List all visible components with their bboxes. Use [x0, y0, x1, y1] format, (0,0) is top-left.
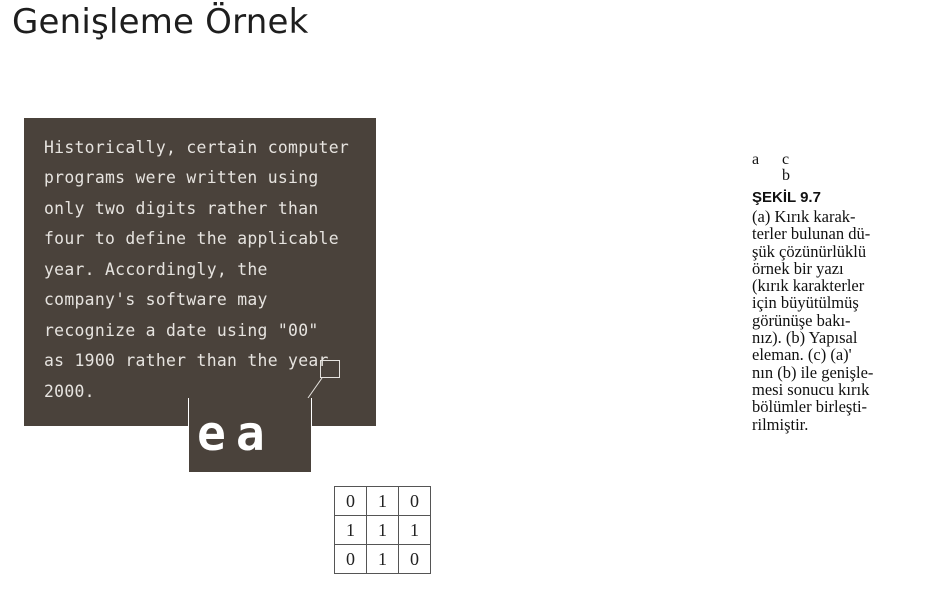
caption-line: nız). (b) Yapısal [752, 328, 858, 348]
caption-line: için büyütülmüş [752, 293, 859, 313]
caption-line: şük çözünürlüklü [752, 241, 867, 261]
magnified-characters-inset: ea [188, 398, 312, 472]
sample-text-line: 2000. [44, 382, 95, 401]
magnified-glyphs: ea [197, 406, 275, 462]
table-cell: 0 [334, 486, 367, 516]
caption-line: rilmiştir. [752, 414, 809, 434]
sample-text-image: Historically, certain computer programs … [24, 118, 376, 426]
sample-text-line: year. Accordingly, the [44, 260, 268, 279]
caption-line: (kırık karakterler [752, 276, 865, 296]
table-cell: 1 [366, 544, 399, 574]
table-cell: 1 [366, 486, 399, 516]
panel-letter-b: b [782, 167, 790, 184]
sample-text-line: only two digits rather than [44, 199, 319, 218]
table-row: 0 1 0 [334, 486, 431, 516]
caption-line: görünüşe bakı- [752, 310, 851, 330]
sample-text-line: company's software may [44, 290, 268, 309]
figure-caption: a c b ŞEKİL 9.7 (a) Kırık karak- terler b… [752, 152, 930, 433]
caption-line: terler bulunan dü- [752, 224, 871, 244]
table-cell: 1 [334, 515, 367, 545]
sample-text-line: Historically, certain computer [44, 138, 350, 157]
panel-letter-c: c [782, 151, 790, 168]
sample-text-line: as 1900 rather than the year [44, 351, 329, 370]
caption-line: bölümler birleşti- [752, 397, 868, 417]
sample-text-line: programs were written using [44, 168, 319, 187]
table-cell: 0 [398, 544, 431, 574]
panel-letter-a: a [752, 151, 760, 168]
zoom-target-box [320, 360, 340, 378]
sample-text-line: recognize a date using "00" [44, 321, 319, 340]
table-row: 0 1 0 [334, 544, 431, 574]
caption-line: mesi sonucu kırık [752, 379, 870, 399]
table-row: 1 1 1 [334, 515, 431, 545]
slide-title: Genişleme Örnek [12, 2, 309, 42]
table-cell: 1 [366, 515, 399, 545]
sample-text-line: four to define the applicable [44, 229, 339, 248]
caption-line: örnek bir yazı [752, 258, 844, 278]
table-cell: 1 [398, 515, 431, 545]
caption-line: eleman. (c) (a)' [752, 345, 852, 365]
table-cell: 0 [398, 486, 431, 516]
structuring-element-table: 0 1 0 1 1 1 0 1 0 [334, 486, 431, 574]
table-cell: 0 [334, 544, 367, 574]
caption-line: nın (b) ile genişle- [752, 362, 874, 382]
figure-label: ŞEKİL 9.7 [752, 189, 821, 206]
caption-line: (a) Kırık karak- [752, 207, 856, 226]
